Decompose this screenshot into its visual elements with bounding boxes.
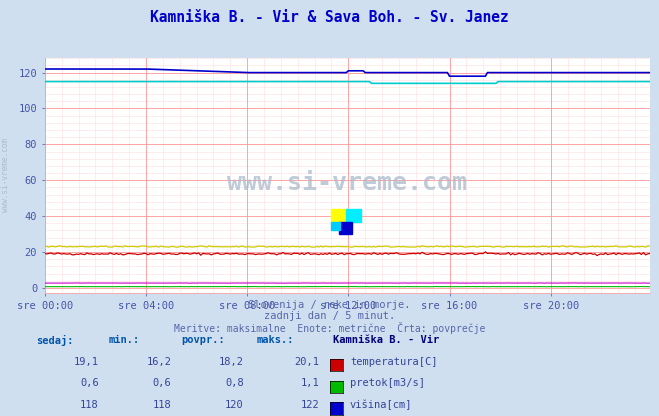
Text: 118: 118	[80, 400, 99, 410]
Text: Kamniška B. - Vir & Sava Boh. - Sv. Janez: Kamniška B. - Vir & Sava Boh. - Sv. Jane…	[150, 10, 509, 25]
Text: 19,1: 19,1	[74, 357, 99, 366]
Text: 118: 118	[153, 400, 171, 410]
Text: 16,2: 16,2	[146, 357, 171, 366]
Text: pretok[m3/s]: pretok[m3/s]	[350, 378, 425, 388]
Text: 20,1: 20,1	[295, 357, 320, 366]
Text: Slovenija / reke in morje.: Slovenija / reke in morje.	[248, 300, 411, 310]
Text: Kamniška B. - Vir: Kamniška B. - Vir	[333, 335, 439, 345]
Text: 0,8: 0,8	[225, 378, 244, 388]
Text: 1,1: 1,1	[301, 378, 320, 388]
Bar	[331, 221, 340, 230]
Text: Meritve: maksimalne  Enote: metrične  Črta: povprečje: Meritve: maksimalne Enote: metrične Črta…	[174, 322, 485, 334]
Text: povpr.:: povpr.:	[181, 335, 225, 345]
Text: www.si-vreme.com: www.si-vreme.com	[227, 171, 467, 195]
Text: 120: 120	[225, 400, 244, 410]
Text: zadnji dan / 5 minut.: zadnji dan / 5 minut.	[264, 311, 395, 321]
Text: min.:: min.:	[109, 335, 140, 345]
Bar	[331, 209, 346, 221]
Text: sedaj:: sedaj:	[36, 335, 74, 346]
Text: 0,6: 0,6	[80, 378, 99, 388]
Text: maks.:: maks.:	[257, 335, 295, 345]
Text: temperatura[C]: temperatura[C]	[350, 357, 438, 366]
Text: višina[cm]: višina[cm]	[350, 400, 413, 410]
Bar	[346, 209, 361, 221]
Text: 18,2: 18,2	[219, 357, 244, 366]
Text: www.si-vreme.com: www.si-vreme.com	[1, 138, 10, 212]
Text: 122: 122	[301, 400, 320, 410]
Bar	[339, 221, 352, 234]
Text: 0,6: 0,6	[153, 378, 171, 388]
